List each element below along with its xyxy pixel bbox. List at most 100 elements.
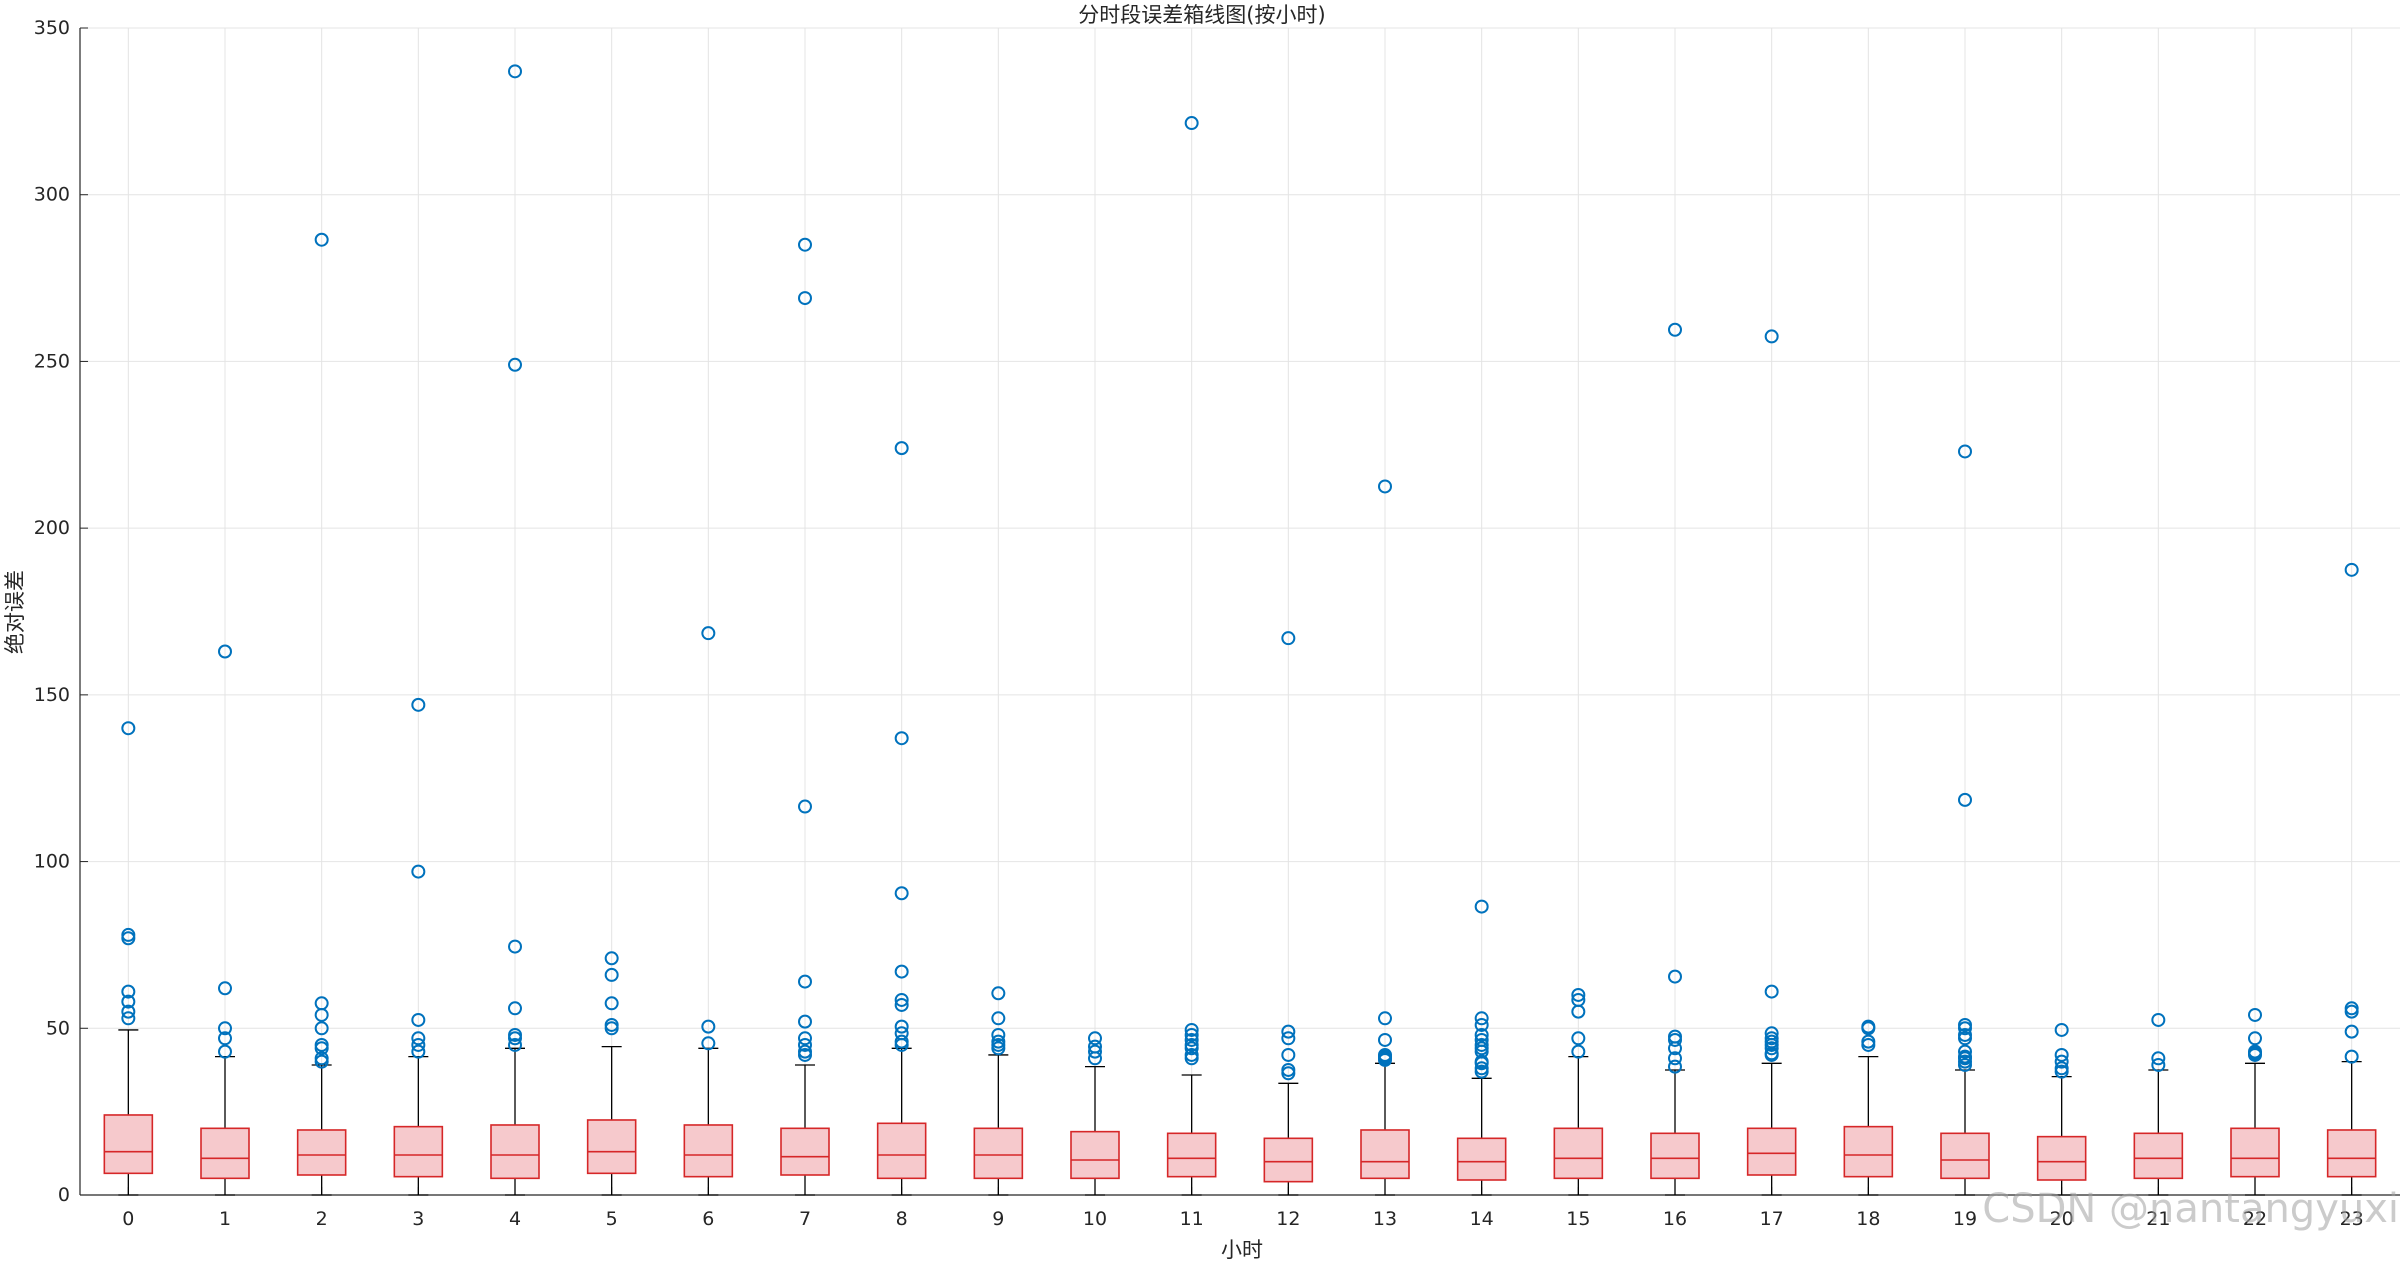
outlier-point [1764,984,1779,999]
outlier-point [411,864,426,879]
outlier-point [121,994,136,1009]
outlier-point [991,1041,1006,1056]
box-hour-14 [1456,1077,1507,1196]
outlier-point [1474,1064,1489,1079]
outlier-point [1184,116,1199,131]
box-hour-13 [1360,1062,1410,1196]
box-iqr [1360,1129,1410,1180]
outlier-point [2248,1031,2262,1046]
x-tick-label: 18 [1856,1208,1880,1230]
outlier-point [2151,1057,2166,1072]
outlier-point [1958,1031,1972,1046]
outlier-point [2151,1012,2166,1027]
outlier-point [1184,1032,1199,1047]
outlier-point [1571,1031,1586,1046]
outlier-point [1861,1037,1876,1052]
boxes [103,1029,2377,1196]
x-tick-label: 1 [219,1208,231,1230]
box-hour-20 [2036,1075,2087,1196]
box-iqr [586,1119,637,1175]
outlier-point [604,1021,619,1036]
box-hour-22 [2230,1062,2280,1196]
outlier-point [798,974,812,989]
outlier-point [894,992,909,1007]
box-iqr [393,1125,444,1178]
outlier-point [218,1031,232,1046]
outlier-point [508,939,522,954]
y-tick-label: 0 [58,1184,70,1206]
y-tick-label: 50 [46,1017,70,1039]
outlier-point [121,1011,136,1026]
box-hour-10 [1070,1065,1120,1196]
box-iqr [1940,1132,1990,1180]
outlier-point [798,237,812,252]
outlier-point [1088,1031,1102,1046]
box-iqr [1746,1127,1797,1176]
outlier-point [411,1044,426,1059]
outlier-point [218,981,232,996]
box-hour-8 [876,1047,927,1196]
x-tick-label: 23 [2340,1208,2364,1230]
outlier-point [798,1014,812,1029]
box-iqr [683,1124,734,1178]
outlier-point [991,1027,1006,1042]
outlier-point [1668,1041,1682,1056]
outlier-point [508,1037,522,1052]
outlier-point [1474,1027,1489,1042]
outlier-point [2054,1064,2069,1079]
outlier-point [314,232,329,247]
outlier-point [314,1007,329,1022]
box-iqr [2133,1132,2184,1180]
x-tick-label: 12 [1276,1208,1300,1230]
outlier-point [1281,1031,1296,1046]
outlier-point [314,1021,329,1036]
outlier-point [508,1001,522,1016]
outlier-point [1958,1021,1972,1036]
box-iqr [1263,1137,1314,1183]
box-hour-7 [780,1064,830,1196]
outlier-point [1378,1011,1392,1026]
outlier-point [604,951,619,966]
outlier-point [1184,1051,1199,1066]
outlier-point [2054,1054,2069,1069]
x-tick-label: 8 [896,1208,908,1230]
box-iqr [296,1129,347,1176]
box-iqr [1456,1137,1507,1181]
x-tick-label: 9 [992,1208,1004,1230]
outlier-point [1571,1004,1586,1019]
x-tick-label: 4 [509,1208,521,1230]
box-iqr [2326,1129,2377,1178]
box-hour-16 [1650,1069,1700,1196]
y-tick-label: 150 [34,684,70,706]
chart-title: 分时段误差箱线图(按小时) [1078,3,1325,27]
x-tick-label: 22 [2243,1208,2267,1230]
outlier-point [411,697,426,712]
outlier-point [411,1037,426,1052]
outliers [121,64,2359,1081]
box-hour-17 [1746,1062,1797,1196]
outlier-point [1281,1047,1296,1062]
outlier-point [1668,969,1682,984]
outlier-point [1764,1047,1779,1062]
outlier-point [894,997,909,1012]
outlier-point [2344,1049,2359,1064]
outlier-point [1474,899,1489,914]
outlier-point [1958,792,1972,807]
outlier-point [121,1004,136,1019]
grid-lines [80,27,2400,1196]
outlier-point [1378,479,1392,494]
outlier-point [701,1019,716,1034]
box-hour-0 [103,1029,154,1196]
outlier-point [604,967,619,982]
box-iqr [973,1127,1024,1180]
outlier-point [894,1037,909,1052]
outlier-point [991,986,1006,1001]
x-tick-label: 16 [1663,1208,1687,1230]
box-iqr [1650,1132,1700,1180]
box-hour-15 [1553,1055,1604,1196]
outlier-point [1474,1056,1489,1071]
x-tick-label: 0 [122,1208,134,1230]
outlier-point [1184,1022,1199,1037]
